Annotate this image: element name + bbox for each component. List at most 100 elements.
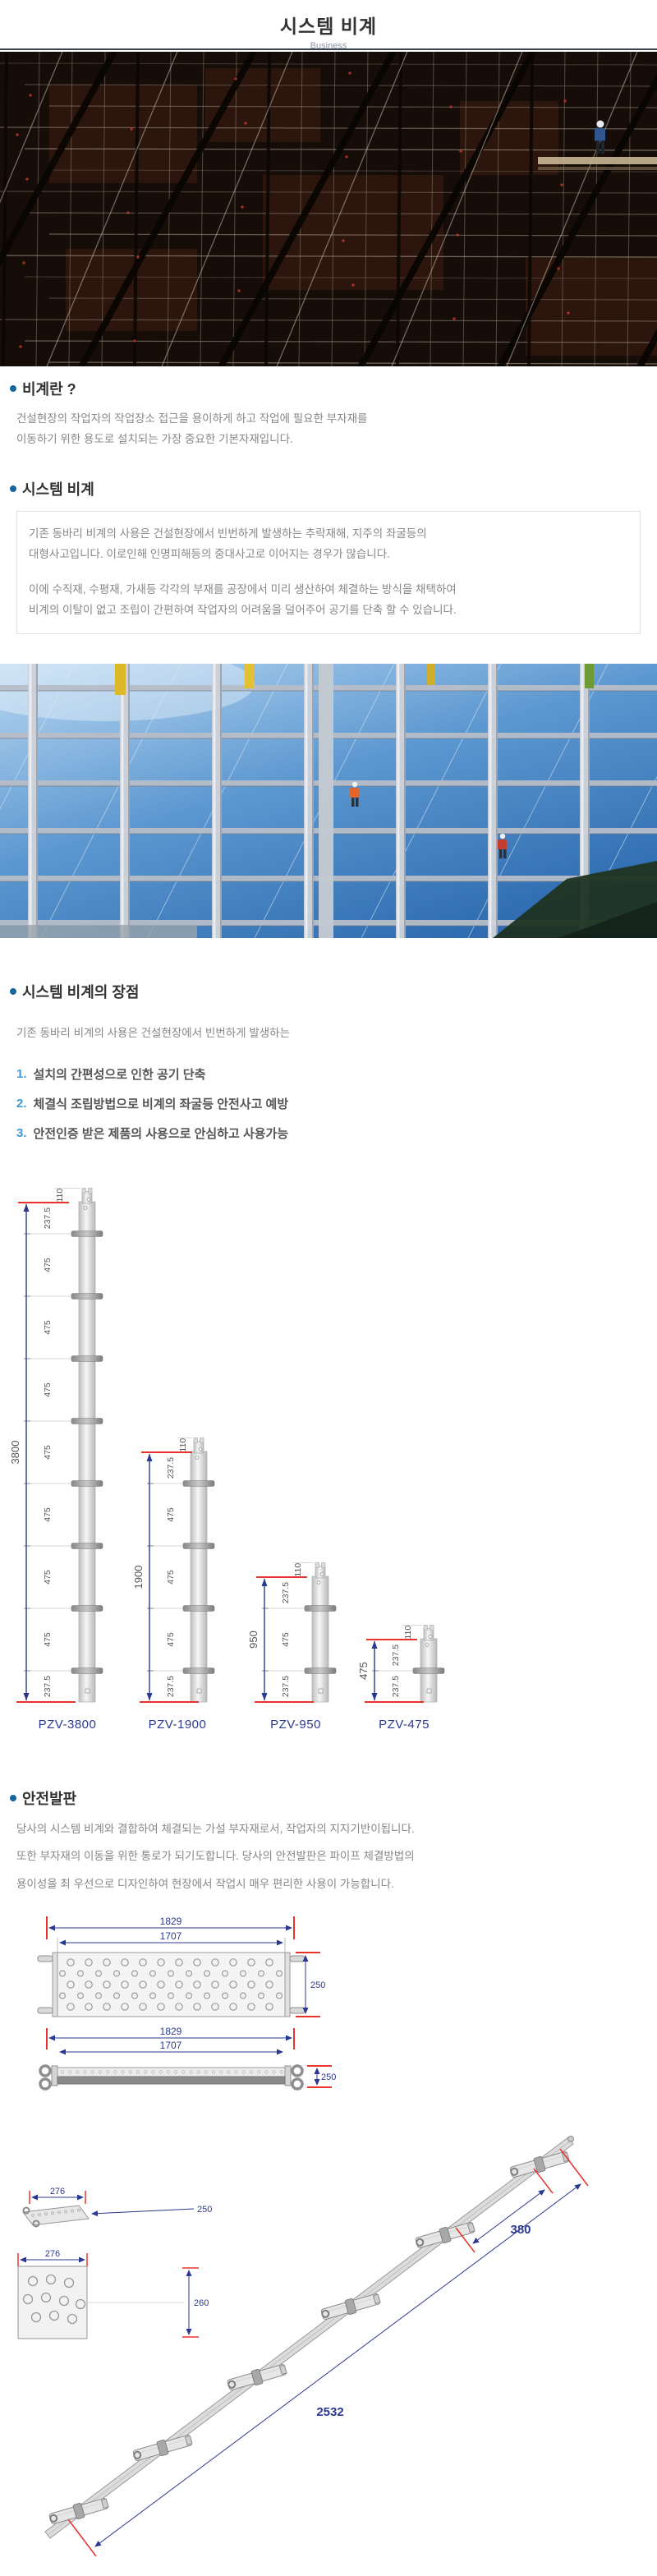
assembly-total-dimension: 2532 [316, 2405, 343, 2419]
panel-detail: 276 260 [17, 2249, 209, 2339]
section-bullet-icon [10, 385, 16, 392]
panel-holes [22, 2274, 86, 2324]
pipe-segment-dimension: 475 [43, 1632, 53, 1647]
plank-width-dimension: 276 [50, 2187, 65, 2196]
list-item: 3. 안전인증 받은 제품의 사용으로 안심하고 사용가능 [16, 1119, 641, 1148]
deck-texture [60, 2069, 283, 2074]
section-body: 당사의 시스템 비계와 결합하여 체결되는 가설 부자재로서, 작업자의 지지기… [16, 1820, 641, 1893]
list-item-text: 안전인증 받은 제품의 사용으로 안심하고 사용가능 [33, 1127, 289, 1142]
list-item-number: 2. [16, 1097, 27, 1111]
worker-figure [350, 781, 359, 807]
pipe-segment-dimension: 475 [281, 1632, 291, 1647]
pipe-total-dimension: 475 [357, 1662, 370, 1680]
body-line: 대형사고입니다. 이로인해 인명피해등의 중대사고로 이어지는 경우가 많습니다… [29, 547, 390, 560]
body-line: 비계의 이탈이 없고 조립이 간편하여 작업자의 어려움을 덜어주어 공기를 단… [29, 603, 457, 616]
pipe-segment-dimension: 475 [43, 1258, 53, 1272]
pipe-segment-dimension: 237.5 [391, 1676, 401, 1697]
section-title: 비계란 ? [22, 381, 76, 398]
body-line: 용이성을 최 우선으로 디자인하여 현장에서 작업시 매우 편리한 사용이 가능… [16, 1878, 394, 1890]
advantages-list: 1. 설치의 간편성으로 인한 공기 단축 2. 체결식 조립방법으로 비계의 … [16, 1060, 641, 1148]
paragraph: 기존 동바리 비계의 사용은 건설현장에서 빈번하게 발생하는 추락재해, 지주… [29, 524, 628, 565]
pipe-segment-dimension: 475 [166, 1570, 176, 1585]
top-view-inner-dimension: 1707 [160, 1930, 182, 1942]
body-line: 기존 동바리 비계의 사용은 건설현장에서 빈번하게 발생하는 추락재해, 지주… [29, 527, 427, 540]
pipe-segment-dimension: 475 [166, 1507, 176, 1522]
perforation-holes [58, 1957, 283, 2011]
section-title: 안전발판 [22, 1790, 77, 1807]
pipe-segment-dimension: 475 [43, 1445, 53, 1460]
body-line: 또한 부자재의 이동을 위한 통로가 되기도합니다. 당사의 안전발판은 파이프… [16, 1850, 415, 1863]
section-bullet-icon [10, 987, 16, 995]
pipe-model-label: PZV-950 [270, 1718, 321, 1732]
platform-dimension-diagram: 1829 1707 250 1829 1707 [17, 1916, 589, 2557]
pipe-spigot-dimension: 110 [403, 1625, 413, 1639]
list-item-number: 1. [16, 1067, 27, 1082]
pipe-total-dimension: 1900 [132, 1565, 145, 1589]
plank-detail: 276 250 [22, 2187, 212, 2228]
worker-figure [595, 120, 605, 154]
stair-assembly: 380 2532 [44, 2135, 589, 2557]
pipe-model-label: PZV-1900 [149, 1718, 207, 1732]
list-item-number: 3. [16, 1126, 27, 1141]
top-view-outer-dimension: 1829 [160, 1916, 182, 1927]
section-advantages: 시스템 비계의 장점 기존 동바리 비계의 사용은 건설현장에서 빈번하게 발생… [0, 981, 657, 1148]
panel-width-dimension: 276 [45, 2249, 60, 2259]
pipe-model-label: PZV-3800 [39, 1718, 97, 1732]
section-header: 비계란 ? [10, 378, 641, 399]
body-line: 건설현장의 작업자의 작업장소 접근을 용이하게 하고 작업에 필요한 부자재를 [16, 412, 368, 425]
list-item-text: 체결식 조립방법으로 비계의 좌굴등 안전사고 예방 [33, 1097, 289, 1112]
body-line: 이동하기 위한 용도로 설치되는 가장 중요한 기본자재입니다. [16, 432, 293, 445]
paragraph: 이에 수직재, 수평재, 가새등 각각의 부재를 공장에서 미리 생산하여 체결… [29, 580, 628, 621]
pipe-segment-dimension: 237.5 [43, 1676, 53, 1697]
section-title: 시스템 비계의 장점 [22, 983, 140, 1000]
section-bullet-icon [10, 1794, 16, 1801]
section-what-is-scaffold: 비계란 ? 건설현장의 작업자의 작업장소 접근을 용이하게 하고 작업에 필요… [0, 378, 657, 450]
pipe-segment-dimension: 475 [43, 1382, 53, 1397]
list-item: 1. 설치의 간편성으로 인한 공기 단축 [16, 1060, 641, 1089]
side-view-inner-dimension: 1707 [160, 2040, 182, 2051]
worker-figure [498, 833, 507, 858]
section-header: 시스템 비계 [10, 478, 641, 499]
body-line: 이에 수직재, 수평재, 가새등 각각의 부재를 공장에서 미리 생산하여 체결… [29, 582, 457, 596]
pipe-segment-dimension: 237.5 [166, 1676, 176, 1697]
pipe-total-dimension: 3800 [9, 1440, 21, 1464]
section-bullet-icon [10, 485, 16, 492]
section-header: 안전발판 [10, 1787, 641, 1809]
top-view-width-dimension: 250 [310, 1980, 325, 1990]
side-view-height-dimension: 250 [321, 2072, 336, 2082]
section-system-scaffold: 시스템 비계 기존 동바리 비계의 사용은 건설현장에서 빈번하게 발생하는 추… [0, 478, 657, 634]
pipe-total-dimension: 950 [247, 1631, 260, 1649]
pipe-spigot-dimension: 110 [55, 1188, 65, 1202]
side-view-outer-dimension: 1829 [160, 2026, 182, 2037]
platform-top-view: 1829 1707 250 [37, 1916, 325, 2017]
photo-steel-structure-sky [0, 663, 657, 938]
platform-side-view: 1829 1707 250 [39, 2026, 336, 2091]
section-title: 시스템 비계 [22, 481, 94, 498]
system-text-box: 기존 동바리 비계의 사용은 건설현장에서 빈번하게 발생하는 추락재해, 지주… [16, 510, 641, 634]
plank-texture [31, 2208, 80, 2217]
pipe-segment-dimension: 475 [43, 1507, 53, 1522]
body-line: 당사의 시스템 비계와 결합하여 체결되는 가설 부자재로서, 작업자의 지지기… [16, 1822, 415, 1835]
advantages-intro: 기존 동바리 비계의 사용은 건설현장에서 빈번하게 발생하는 [16, 1026, 291, 1039]
section-header: 시스템 비계의 장점 [10, 981, 641, 1002]
photo-scaffolding-interior [0, 52, 657, 366]
pipe-segment-dimension: 237.5 [391, 1644, 401, 1666]
pipe-segment-dimension: 475 [166, 1632, 176, 1647]
page-title: 시스템 비계 [279, 16, 378, 37]
pipe-segment-dimension: 237.5 [281, 1582, 291, 1603]
pipes-dimension-diagram: 237.5475475475475475475475237.51103800PZ… [9, 1187, 445, 1732]
pipe-segment-dimension: 237.5 [281, 1676, 291, 1697]
pipe-segment-dimension: 237.5 [43, 1208, 53, 1229]
panel-height-dimension: 260 [194, 2298, 209, 2308]
pipe-segment-dimension: 475 [43, 1320, 53, 1335]
plank-depth-dimension: 250 [197, 2205, 212, 2215]
pipe-spigot-dimension: 110 [178, 1438, 188, 1451]
section-body: 건설현장의 작업자의 작업장소 접근을 용이하게 하고 작업에 필요한 부자재를… [16, 409, 641, 450]
pipe-segment-dimension: 237.5 [166, 1457, 176, 1479]
page-subtitle: Business [310, 41, 347, 51]
pipe-spigot-dimension: 110 [293, 1562, 303, 1576]
pipe-model-label: PZV-475 [379, 1718, 430, 1732]
list-item-text: 설치의 간편성으로 인한 공기 단축 [33, 1068, 206, 1083]
pipe-segment-dimension: 475 [43, 1570, 53, 1585]
